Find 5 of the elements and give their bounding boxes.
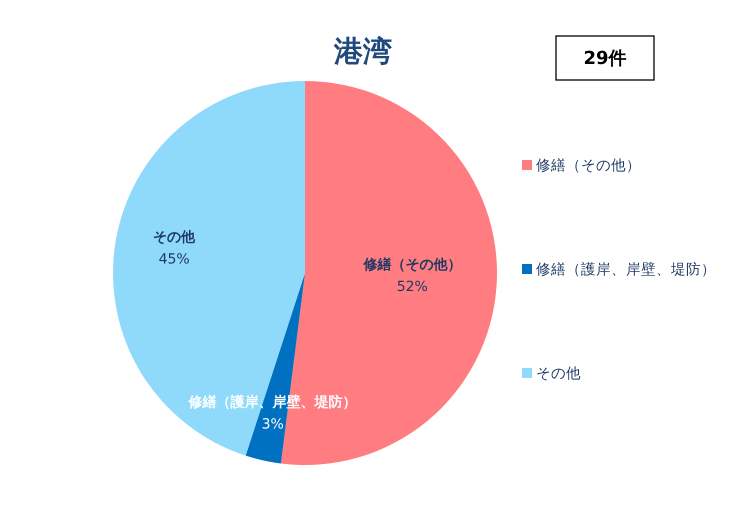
annotation: 29件	[555, 35, 655, 81]
legend-label: 修繕（護岸、岸壁、堤防）	[536, 261, 716, 278]
legend-label: 修繕（その他）	[536, 157, 641, 174]
chart-title: 港湾	[333, 34, 392, 68]
legend-label: その他	[536, 365, 581, 382]
